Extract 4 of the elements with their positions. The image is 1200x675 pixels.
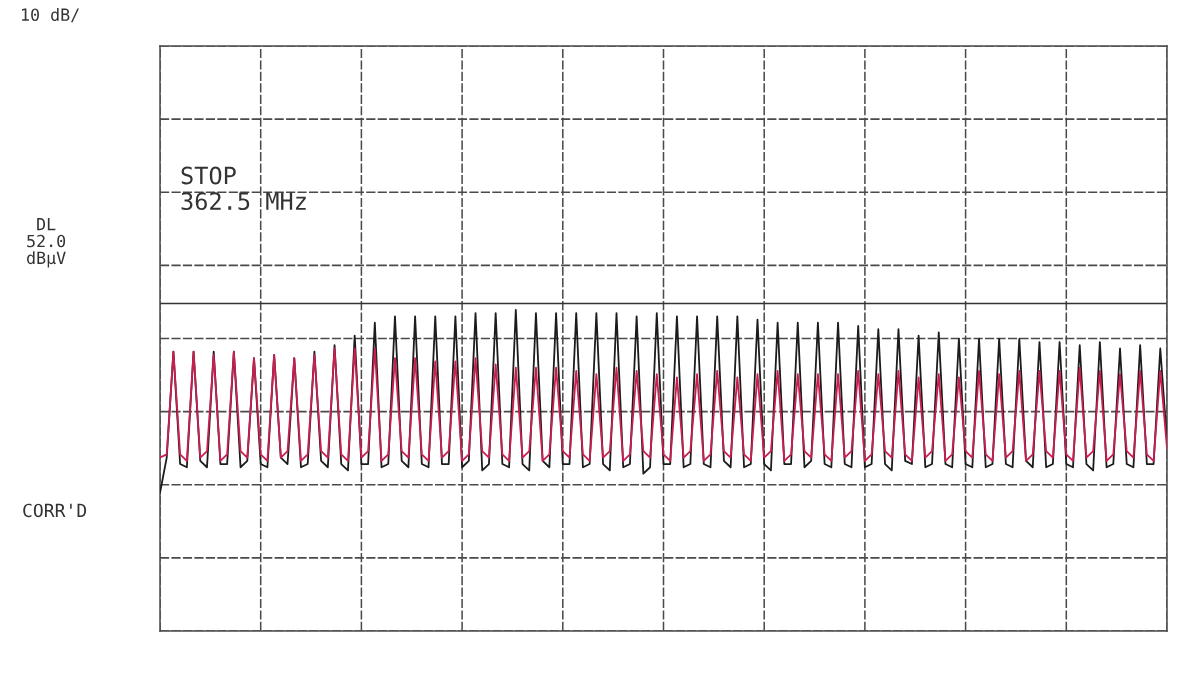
text: CORR'D [23, 503, 87, 518]
text: STOP 362.5 MHz [181, 166, 306, 211]
ref-line-label: DL 52.0 dBµV [27, 218, 66, 268]
text: 10 dB/ [22, 8, 79, 23]
